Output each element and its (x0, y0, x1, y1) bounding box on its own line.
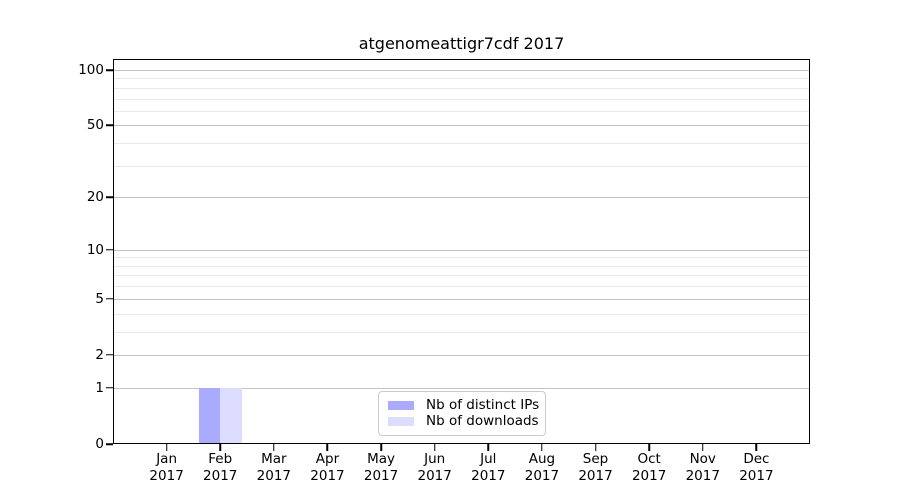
minor-gridline (113, 275, 810, 277)
minor-gridline (113, 143, 810, 145)
x-tick-mark (755, 444, 758, 451)
major-gridline (113, 70, 810, 71)
x-tick-label: Sep 2017 (578, 451, 613, 484)
x-tick-mark (273, 444, 275, 451)
y-tick-mark (106, 124, 113, 127)
y-tick-label: 20 (86, 189, 104, 206)
x-tick-label: Nov 2017 (685, 451, 720, 484)
major-gridline (113, 125, 810, 127)
y-tick-label: 10 (86, 241, 104, 258)
x-tick-label: Oct 2017 (631, 451, 667, 484)
x-tick-label: Aug 2017 (524, 451, 560, 484)
y-tick-mark (106, 298, 113, 300)
x-tick-mark (165, 444, 168, 451)
bar-downloads (220, 387, 242, 444)
x-tick-mark (219, 444, 221, 451)
legend-entry-distinct-ips: Nb of distinct IPs (388, 398, 539, 413)
x-tick-mark (594, 444, 597, 451)
legend: Nb of distinct IPs Nb of downloads (378, 391, 546, 436)
x-tick-mark (326, 444, 329, 451)
y-tick-label: 5 (95, 290, 104, 307)
minor-gridline (113, 257, 810, 259)
minor-gridline (113, 87, 810, 89)
minor-gridline (113, 98, 810, 100)
x-tick-mark (648, 444, 650, 451)
x-tick-label: Feb 2017 (203, 451, 238, 484)
y-tick-mark (106, 443, 113, 445)
plot-area: Nb of distinct IPs Nb of downloads (113, 59, 810, 444)
bar-distinct-ips (198, 387, 221, 444)
y-tick-label: 2 (95, 346, 104, 363)
minor-gridline (113, 286, 810, 288)
y-tick-label: 50 (86, 117, 104, 134)
minor-gridline (113, 265, 810, 267)
y-tick-mark (106, 248, 113, 251)
minor-gridline (113, 78, 810, 80)
x-tick-mark (487, 444, 490, 451)
legend-entry-downloads: Nb of downloads (388, 414, 539, 429)
x-tick-label: Dec 2017 (739, 451, 774, 484)
chart-title: atgenomeattigr7cdf 2017 (358, 34, 565, 53)
major-gridline (113, 298, 810, 300)
y-tick-label: 0 (95, 436, 104, 452)
legend-swatch-downloads (388, 417, 414, 426)
y-tick-mark (106, 354, 113, 356)
minor-gridline (113, 313, 810, 315)
major-gridline (113, 197, 810, 199)
y-tick-mark (106, 387, 113, 389)
minor-gridline (113, 165, 810, 167)
x-tick-label: May 2017 (363, 451, 399, 484)
legend-label-downloads: Nb of downloads (426, 413, 539, 429)
y-tick-mark (106, 196, 113, 199)
legend-label-distinct-ips: Nb of distinct IPs (426, 397, 540, 413)
minor-gridline (113, 110, 810, 112)
major-gridline (113, 354, 810, 356)
x-tick-label: Mar 2017 (256, 451, 292, 484)
x-tick-label: Jan 2017 (149, 451, 184, 484)
x-tick-label: Jul 2017 (471, 451, 506, 484)
y-tick-label: 1 (95, 379, 104, 396)
major-gridline (113, 387, 810, 389)
axes-frame (113, 59, 810, 444)
x-tick-mark (380, 444, 382, 451)
x-tick-mark (541, 444, 543, 451)
y-tick-label: 100 (78, 62, 104, 78)
x-tick-mark (702, 444, 704, 451)
minor-gridline (113, 331, 810, 333)
legend-swatch-distinct-ips (388, 401, 414, 410)
y-tick-mark (106, 69, 113, 71)
x-tick-label: Apr 2017 (310, 451, 345, 484)
major-gridline (113, 249, 810, 251)
x-tick-label: Jun 2017 (417, 451, 452, 484)
x-tick-mark (433, 444, 436, 451)
